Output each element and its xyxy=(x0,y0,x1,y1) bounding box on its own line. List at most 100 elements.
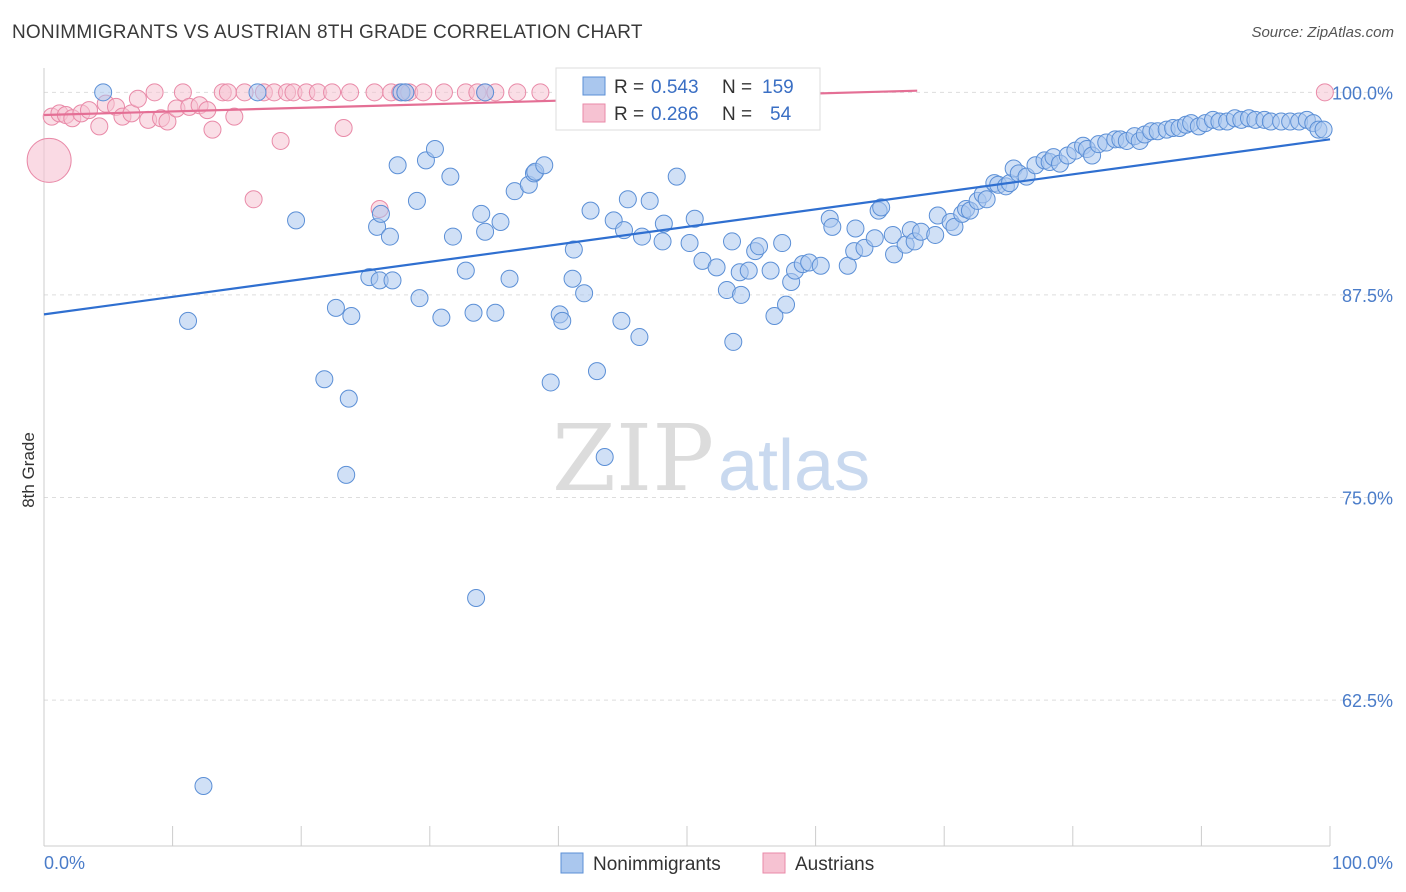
nonimmigrants-point xyxy=(541,373,560,392)
nonimmigrants-point xyxy=(724,332,743,351)
nonimmigrants-point xyxy=(865,229,884,248)
stats-n-value-2: 54 xyxy=(770,104,792,125)
nonimmigrants-point xyxy=(630,328,649,347)
nonimmigrants-point xyxy=(654,214,673,233)
x-tick-label-100: 100.0% xyxy=(1332,853,1393,873)
austrians-point xyxy=(90,117,109,136)
austrians-point xyxy=(128,89,147,108)
nonimmigrants-point xyxy=(472,204,491,223)
nonimmigrants-point xyxy=(926,225,945,244)
austrians-point-large xyxy=(26,137,72,183)
nonimmigrants-point xyxy=(872,198,891,217)
nonimmigrants-point xyxy=(811,256,830,275)
austrians-point xyxy=(244,190,263,209)
nonimmigrants-point xyxy=(535,156,554,175)
nonimmigrants-point xyxy=(732,285,751,304)
nonimmigrants-point xyxy=(640,191,659,210)
austrians-point xyxy=(334,118,353,137)
austrians-point xyxy=(1315,83,1334,102)
source-label: Source: ZipAtlas.com xyxy=(1251,24,1394,41)
nonimmigrants-point xyxy=(575,284,594,303)
nonimmigrants-point xyxy=(823,217,842,236)
stats-legend: R = 0.543 N = 159 R = 0.286 N = 54 xyxy=(555,67,821,131)
y-tick-label-1: 87.5% xyxy=(1342,286,1393,306)
nonimmigrants-point xyxy=(315,370,334,389)
chart-title: NONIMMIGRANTS VS AUSTRIAN 8TH GRADE CORR… xyxy=(12,22,643,43)
nonimmigrants-point xyxy=(761,261,780,280)
nonimmigrants-point xyxy=(777,295,796,314)
nonimmigrants-point xyxy=(476,83,495,102)
nonimmigrants-point xyxy=(410,289,429,308)
nonimmigrants-point xyxy=(883,225,902,244)
austrians-point xyxy=(271,131,290,150)
nonimmigrants-point xyxy=(396,83,415,102)
nonimmigrants-point xyxy=(765,306,784,325)
austrians-point xyxy=(203,120,222,139)
austrians-point xyxy=(531,83,550,102)
legend-swatch-nonimmigrants xyxy=(560,852,584,874)
nonimmigrants-point xyxy=(443,227,462,246)
nonimmigrants-point xyxy=(723,232,742,251)
nonimmigrants-point xyxy=(773,234,792,253)
y-tick-label-2: 75.0% xyxy=(1342,489,1393,509)
stats-n-label-2: N = xyxy=(722,104,752,125)
nonimmigrants-point xyxy=(486,303,505,322)
nonimmigrants-point xyxy=(287,211,306,230)
legend-swatch-austrians xyxy=(762,852,786,874)
x-tick-label-0: 0.0% xyxy=(44,853,85,873)
nonimmigrants-point xyxy=(380,227,399,246)
grid-lines xyxy=(44,91,1393,701)
axes xyxy=(43,68,1331,847)
nonimmigrants-point xyxy=(491,212,510,231)
nonimmigrants-point xyxy=(407,191,426,210)
austrians-point xyxy=(414,83,433,102)
nonimmigrants-point xyxy=(194,777,213,796)
stats-swatch-nonimmigrants xyxy=(582,76,606,96)
nonimmigrants-point xyxy=(707,258,726,277)
austrians-point xyxy=(323,83,342,102)
nonimmigrants-point xyxy=(977,190,996,209)
nonimmigrants-point xyxy=(248,83,267,102)
nonimmigrants-point xyxy=(337,465,356,484)
nonimmigrants-point xyxy=(618,190,637,209)
austrians-point xyxy=(508,83,527,102)
nonimmigrants-point xyxy=(680,234,699,253)
austrians-point xyxy=(365,83,384,102)
nonimmigrants-point xyxy=(632,227,651,246)
watermark-zip: ZIP xyxy=(552,405,714,512)
nonimmigrants-point xyxy=(425,140,444,159)
watermark: ZIP atlas xyxy=(552,405,870,512)
y-tick-labels: 100.0% 87.5% 75.0% 62.5% xyxy=(1332,83,1393,711)
nonimmigrants-point xyxy=(653,232,672,251)
nonimmigrants-point xyxy=(581,201,600,220)
nonimmigrants-point xyxy=(1314,120,1333,139)
nonimmigrants-point xyxy=(587,362,606,381)
y-tick-label-0: 100.0% xyxy=(1332,83,1393,103)
nonimmigrants-point xyxy=(383,271,402,290)
nonimmigrants-point xyxy=(476,222,495,241)
stats-r-label-2: R = xyxy=(614,104,644,125)
y-tick-label-3: 62.5% xyxy=(1342,691,1393,711)
stats-r-label-1: R = xyxy=(614,77,644,98)
legend-label-austrians: Austrians xyxy=(795,854,874,875)
nonimmigrants-point xyxy=(342,306,361,325)
austrians-point xyxy=(218,83,237,102)
nonimmigrants-point xyxy=(432,308,451,327)
nonimmigrants-point xyxy=(750,237,769,256)
y-axis-label: 8th Grade xyxy=(19,432,38,508)
nonimmigrants-point xyxy=(94,83,113,102)
nonimmigrants-point xyxy=(564,240,583,259)
stats-swatch-austrians xyxy=(582,103,606,123)
nonimmigrants-point xyxy=(667,167,686,186)
nonimmigrants-point xyxy=(685,209,704,228)
nonimmigrants-point xyxy=(388,156,407,175)
nonimmigrants-point xyxy=(371,204,390,223)
watermark-atlas: atlas xyxy=(718,426,870,506)
austrians-point xyxy=(145,83,164,102)
nonimmigrants-trend-line xyxy=(43,138,1331,316)
nonimmigrants-point xyxy=(612,311,631,330)
stats-r-value-1: 0.543 xyxy=(651,77,699,98)
stats-n-value-1: 159 xyxy=(762,77,794,98)
nonimmigrants-point xyxy=(441,167,460,186)
